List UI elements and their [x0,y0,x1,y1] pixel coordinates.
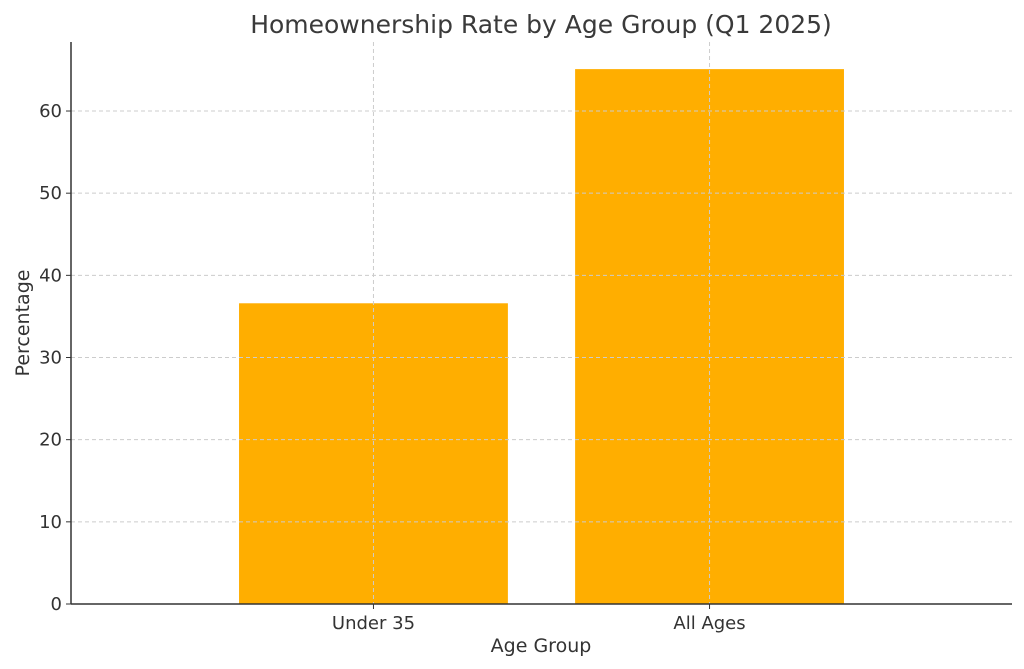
y-tick-label: 10 [39,512,62,533]
x-tick-label: Under 35 [332,613,415,634]
x-tick-label: All Ages [673,613,745,634]
y-ticks: 0 10 20 30 40 50 60 [39,101,71,615]
y-tick-label: 0 [51,594,62,615]
y-tick-label: 60 [39,101,62,122]
y-tick-label: 20 [39,430,62,451]
y-tick-label: 30 [39,348,62,369]
axes [70,42,1012,605]
x-axis-label: Age Group [491,635,592,657]
bars [239,69,844,605]
chart-title: Homeownership Rate by Age Group (Q1 2025… [250,10,832,39]
y-axis-label: Percentage [12,270,34,377]
bar [239,303,508,604]
y-tick-label: 40 [39,265,62,286]
y-tick-label: 50 [39,183,62,204]
gridlines [71,42,1012,604]
x-ticks: Under 35 All Ages [332,604,746,634]
